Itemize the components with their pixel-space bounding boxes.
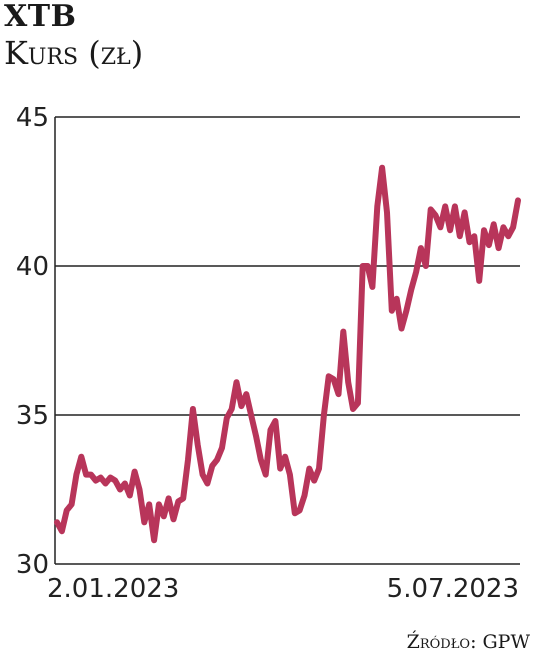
y-axis: 30 35 40 45 xyxy=(16,103,49,580)
chart-subtitle: Kurs (zł) xyxy=(4,34,144,72)
x-tick-label: 2.01.2023 xyxy=(47,574,179,604)
y-tick-label: 35 xyxy=(16,401,49,431)
y-tick-label: 45 xyxy=(16,103,49,133)
price-series-line xyxy=(54,164,521,544)
y-tick-label: 30 xyxy=(16,550,49,580)
y-tick-label: 40 xyxy=(16,252,49,282)
grid-layer xyxy=(54,116,520,565)
x-tick-label: 5.07.2023 xyxy=(387,574,519,604)
chart-title: XTB xyxy=(4,0,77,34)
x-axis: 2.01.2023 5.07.2023 xyxy=(47,574,519,604)
source-note: Źródło: GPW xyxy=(406,631,530,653)
series-layer xyxy=(54,164,521,544)
